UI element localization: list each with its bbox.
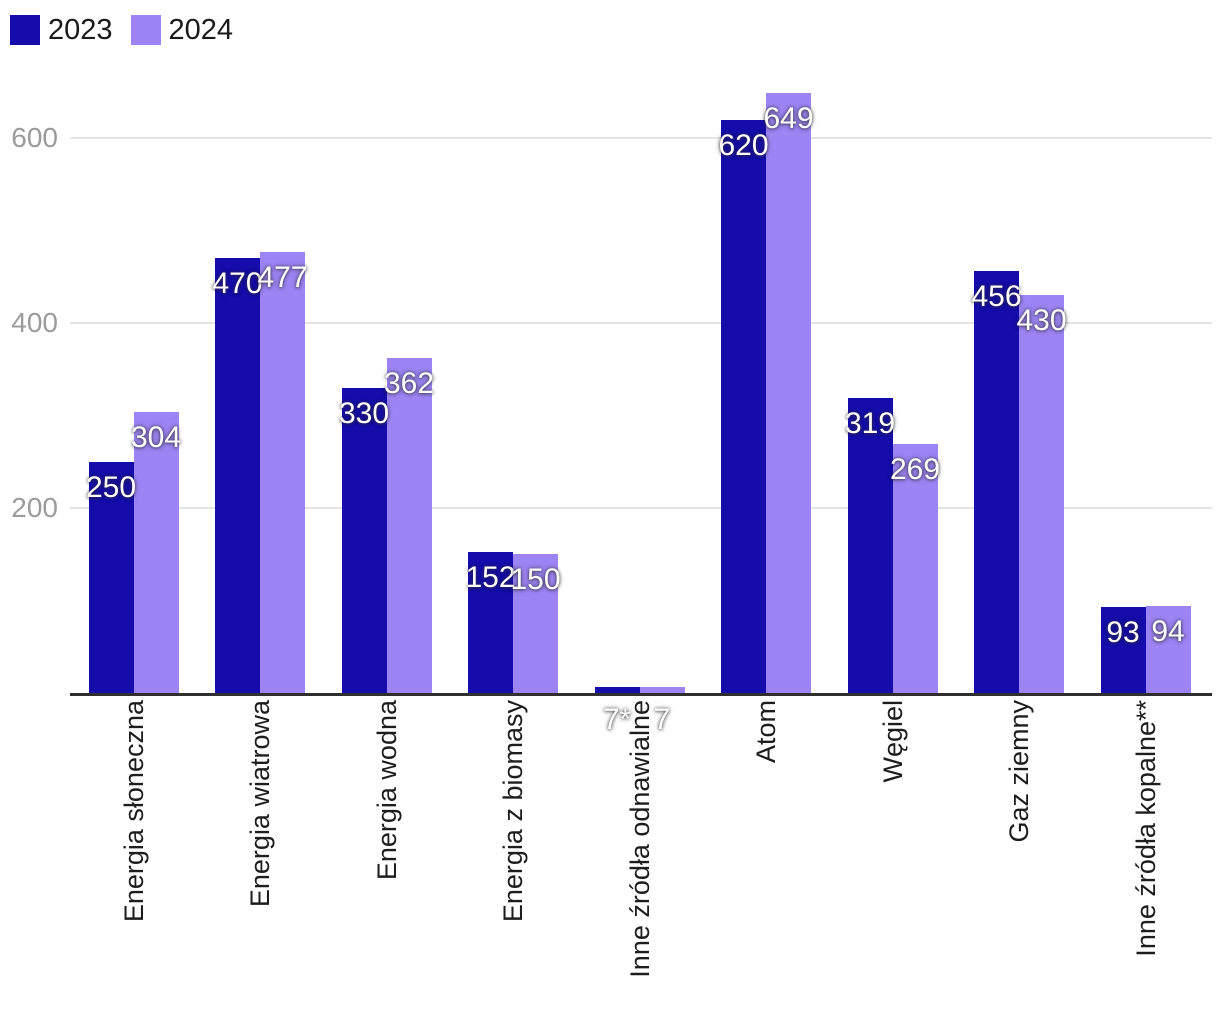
bar-label-2023-3: 330 (338, 396, 390, 430)
category-label-9: Inne źródła kopalne** (1130, 700, 1161, 957)
legend-label-2023: 2023 (48, 13, 113, 46)
bar-2024-2 (260, 251, 305, 693)
bar-label-2024-6: 649 (763, 101, 814, 135)
bar-label-2024-3: 362 (383, 367, 435, 401)
legend-item-2023: 2023 (10, 15, 113, 45)
category-label-7: Węgiel (877, 700, 908, 783)
bar-label-2023-2: 470 (212, 267, 263, 301)
bar-label-2024-1: 304 (130, 420, 182, 454)
legend-label-2024: 2024 (168, 13, 234, 46)
bar-label-2024-9: 94 (1151, 615, 1185, 649)
bar-2023-6 (721, 119, 766, 693)
bar-2023-8 (974, 271, 1019, 693)
bar-label-2023-6: 620 (718, 128, 769, 162)
bar-2023-7 (847, 397, 893, 693)
bar-2024-4 (513, 554, 558, 693)
gridline-200 (70, 507, 1212, 509)
category-label-8: Gaz ziemny (1003, 700, 1034, 843)
bar-2024-8 (1019, 295, 1064, 693)
bar-2024-5 (639, 686, 685, 693)
bar-2023-1 (88, 461, 134, 693)
bar-label-2024-5: 7 (653, 703, 671, 736)
bar-2024-1 (133, 411, 179, 693)
category-label-6: Atom (750, 700, 781, 764)
bar-2024-6 (766, 92, 811, 693)
gridline-400 (70, 322, 1212, 324)
bar-2023-3 (341, 387, 387, 693)
bar-label-2023-8: 456 (971, 280, 1022, 314)
bar-2023-5 (594, 686, 640, 693)
legend-swatch-2023 (10, 15, 40, 45)
bar-label-2024-8: 430 (1016, 304, 1067, 338)
legend: 2023 2024 (10, 15, 233, 45)
category-label-2: Energia wiatrowa (244, 700, 275, 908)
bar-label-2024-2: 477 (257, 260, 308, 294)
bar-label-2023-4: 152 (465, 561, 516, 595)
y-tick-label-600: 600 (11, 122, 58, 153)
category-label-5: Inne źródła odnawialne (624, 700, 655, 978)
bar-2023-2 (215, 258, 260, 693)
bar-label-2024-7: 269 (889, 453, 941, 487)
legend-item-2024: 2024 (130, 13, 234, 46)
y-tick-label-200: 200 (11, 492, 58, 523)
category-label-1: Energia słoneczna (118, 700, 149, 923)
bar-2024-3 (386, 358, 432, 693)
bar-label-2023-9: 93 (1106, 615, 1140, 649)
bar-label-2024-4: 150 (510, 563, 561, 597)
bar-2024-7 (892, 444, 938, 693)
gridline-600 (70, 137, 1212, 139)
y-tick-label-400: 400 (11, 307, 58, 338)
bar-2023-9 (1100, 606, 1146, 693)
bar-label-2023-7: 319 (844, 406, 896, 440)
bar-2023-4 (468, 552, 513, 693)
x-axis-line (70, 693, 1212, 696)
category-label-4: Energia z biomasy (497, 700, 528, 923)
legend-swatch-2024 (130, 15, 161, 45)
bar-label-2023-5: 7* (602, 703, 632, 736)
bar-label-2023-1: 250 (85, 470, 137, 504)
bar-2024-9 (1145, 606, 1191, 693)
category-label-3: Energia wodna (371, 700, 402, 881)
